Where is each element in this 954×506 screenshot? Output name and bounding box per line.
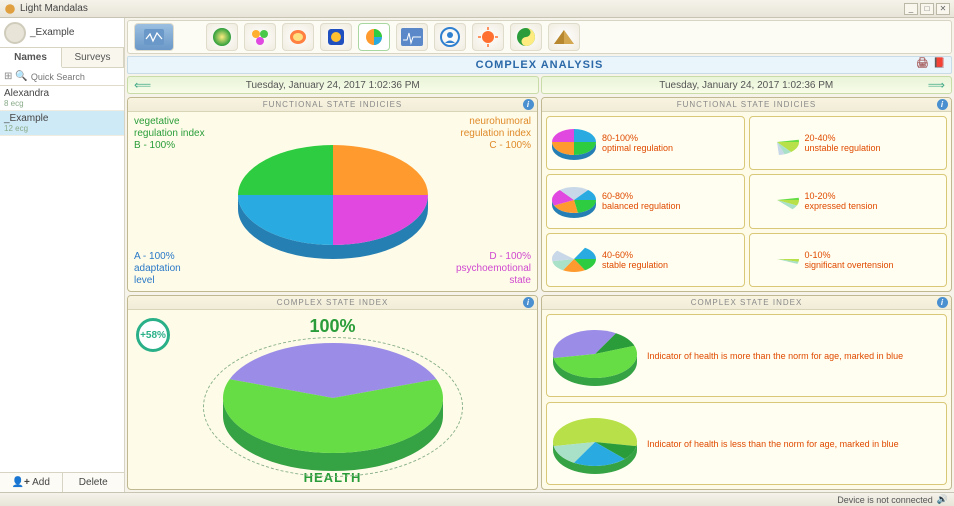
label-b: vegetativeregulation indexB - 100% <box>134 116 205 152</box>
next-arrow-icon[interactable]: ⟹ <box>928 78 945 92</box>
toolbar-yinyang[interactable] <box>510 23 542 51</box>
legend-cell: 40-60% stable regulation <box>546 233 745 287</box>
legend-range: 10-20% <box>805 191 878 201</box>
main: COMPLEX ANALYSIS 🖨 📕 ⟸ Tuesday, January 2… <box>125 18 954 492</box>
tab-surveys[interactable]: Surveys <box>62 48 124 67</box>
print-icon[interactable]: 🖨 <box>916 58 930 72</box>
mini-pie-icon <box>550 185 598 217</box>
mini-pie-icon <box>753 185 801 217</box>
search-icon: 🔍 <box>15 71 27 82</box>
legend-range: 60-80% <box>602 191 681 201</box>
app-title: Light Mandalas <box>20 3 904 14</box>
legend-desc: unstable regulation <box>805 143 881 153</box>
toolbar-honeycomb[interactable] <box>244 23 276 51</box>
titlebar: Light Mandalas _ □ ✕ <box>0 0 954 18</box>
statusbar: Device is not connected 🔊 <box>0 492 954 506</box>
legend-cell: 80-100% optimal regulation <box>546 116 745 170</box>
toolbar-ecg[interactable] <box>396 23 428 51</box>
name-item[interactable]: _Example12 ecg <box>0 111 124 136</box>
label-c: neurohumoralregulation indexC - 100% <box>460 116 531 152</box>
mini-pie-icon <box>753 127 801 159</box>
mini-pie-icon <box>753 244 801 276</box>
date-text: Tuesday, January 24, 2017 1:02:36 PM <box>246 80 420 91</box>
minimize-button[interactable]: _ <box>904 3 918 15</box>
panel-a-title: FUNCTIONAL STATE INDICIES <box>263 100 403 109</box>
legend-desc: expressed tension <box>805 201 878 211</box>
name-item[interactable]: Alexandra8 ecg <box>0 86 124 111</box>
label-a: A - 100%adaptationlevel <box>134 251 181 287</box>
book-icon[interactable]: 📕 <box>933 58 947 72</box>
toolbar-brain[interactable] <box>282 23 314 51</box>
app-icon <box>4 3 16 15</box>
title-strip: COMPLEX ANALYSIS 🖨 📕 <box>127 56 952 74</box>
info-icon[interactable]: i <box>523 297 534 308</box>
toolbar-square[interactable] <box>320 23 352 51</box>
grid-icon[interactable]: ⊞ <box>4 71 12 82</box>
change-badge: +58% <box>136 318 170 352</box>
mini-pie-icon <box>550 244 598 276</box>
panel-c-title: FUNCTIONAL STATE INDICIES <box>677 100 817 109</box>
date-cell: Tuesday, January 24, 2017 1:02:36 PM ⟹ <box>541 76 953 94</box>
toolbar <box>127 20 952 54</box>
avatar-icon <box>4 22 26 44</box>
toolbar-head[interactable] <box>434 23 466 51</box>
delete-button[interactable]: Delete <box>63 473 125 492</box>
add-button[interactable]: 👤+ Add <box>0 473 63 492</box>
profile-header: _Example <box>0 18 124 48</box>
percent-big: 100% <box>309 316 355 337</box>
toolbar-green-dot[interactable] <box>206 23 238 51</box>
info-icon[interactable]: i <box>523 99 534 110</box>
health-legend-cell: Indicator of health is more than the nor… <box>546 314 947 397</box>
close-button[interactable]: ✕ <box>936 3 950 15</box>
info-icon[interactable]: i <box>937 297 948 308</box>
sidebar-tabs: Names Surveys <box>0 48 124 68</box>
date-text: Tuesday, January 24, 2017 1:02:36 PM <box>659 80 833 91</box>
legend-range: 40-60% <box>602 250 668 260</box>
mini-pie-icon <box>551 328 641 384</box>
tab-names[interactable]: Names <box>0 48 62 68</box>
legend-range: 80-100% <box>602 133 673 143</box>
toolbar-wave[interactable] <box>134 23 174 51</box>
search-row: ⊞ 🔍 <box>0 68 124 86</box>
legend-desc: significant overtension <box>805 260 894 270</box>
toolbar-pie[interactable] <box>358 23 390 51</box>
legend-cell: 10-20% expressed tension <box>749 174 948 228</box>
panel-d-title: COMPLEX STATE INDEX <box>691 298 803 307</box>
legend-range: 0-10% <box>805 250 894 260</box>
label-d: D - 100%psychoemotionalstate <box>456 251 531 287</box>
health-legend-cell: Indicator of health is less than the nor… <box>546 402 947 485</box>
mini-pie-icon <box>551 416 641 472</box>
info-icon[interactable]: i <box>937 99 948 110</box>
legend-desc: optimal regulation <box>602 143 673 153</box>
panel-functional-main: FUNCTIONAL STATE INDICIES i vegetativereg… <box>127 97 538 292</box>
toolbar-sun[interactable] <box>472 23 504 51</box>
legend-desc: stable regulation <box>602 260 668 270</box>
legend-cell: 60-80% balanced regulation <box>546 174 745 228</box>
name-list: Alexandra8 ecg_Example12 ecg <box>0 86 124 472</box>
legend-cell: 20-40% unstable regulation <box>749 116 948 170</box>
health-legend-text: Indicator of health is less than the nor… <box>647 439 899 449</box>
panel-complex-legend: COMPLEX STATE INDEX i Indicator of health… <box>541 295 952 490</box>
panel-functional-legend: FUNCTIONAL STATE INDICIES i 80-100% optim… <box>541 97 952 292</box>
sidebar: _Example Names Surveys ⊞ 🔍 Alexandra8 ec… <box>0 18 125 492</box>
status-text: Device is not connected <box>837 495 933 505</box>
legend-desc: balanced regulation <box>602 201 681 211</box>
profile-name: _Example <box>30 27 74 38</box>
panel-b-title: COMPLEX STATE INDEX <box>277 298 389 307</box>
prev-arrow-icon[interactable]: ⟸ <box>134 78 151 92</box>
analysis-title: COMPLEX ANALYSIS <box>476 59 604 71</box>
maximize-button[interactable]: □ <box>920 3 934 15</box>
mini-pie-icon <box>550 127 598 159</box>
legend-cell: 0-10% significant overtension <box>749 233 948 287</box>
date-cell: ⟸ Tuesday, January 24, 2017 1:02:36 PM <box>127 76 539 94</box>
toolbar-pyramid[interactable] <box>548 23 580 51</box>
sound-icon[interactable]: 🔊 <box>937 494 948 505</box>
legend-range: 20-40% <box>805 133 881 143</box>
health-legend-text: Indicator of health is more than the nor… <box>647 351 903 361</box>
panel-complex-main: COMPLEX STATE INDEXi +58% 100% HEALTH <box>127 295 538 490</box>
